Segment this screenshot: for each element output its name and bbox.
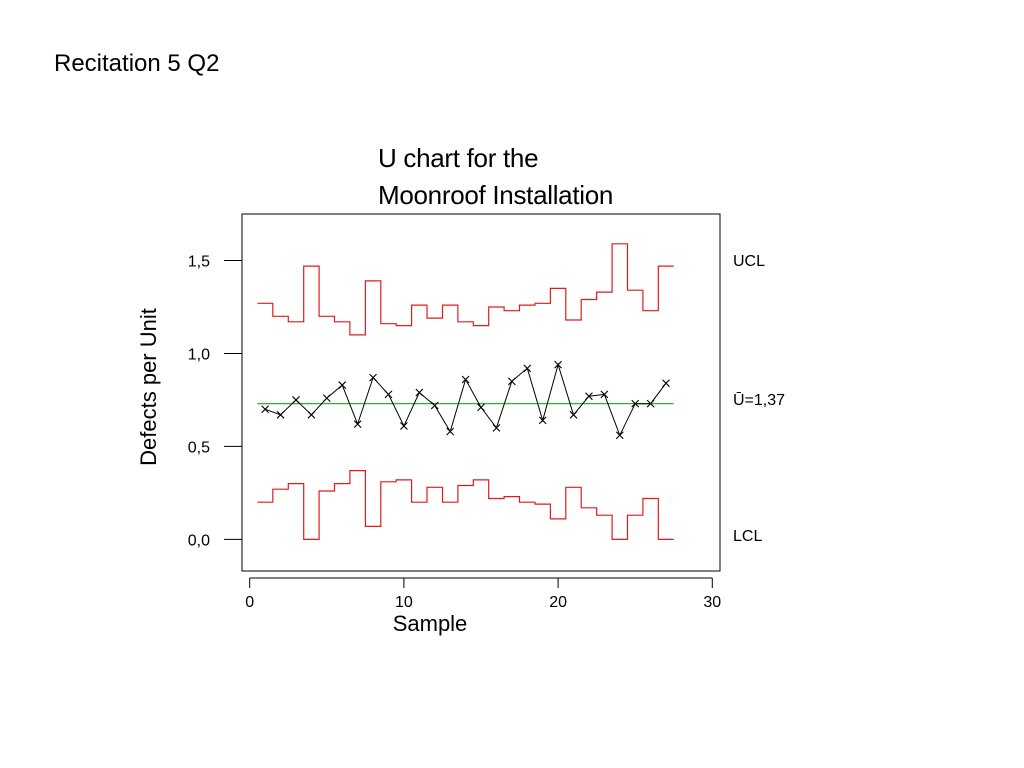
data-point xyxy=(430,401,439,410)
data-point xyxy=(615,431,624,440)
y-tick-label: 0,0 xyxy=(188,532,210,549)
ucl-label: UCL xyxy=(733,253,765,270)
chart-title-line-2: Moonroof Installation xyxy=(378,180,614,210)
data-point xyxy=(353,420,362,428)
data-point xyxy=(307,410,316,419)
data-point xyxy=(492,423,501,432)
data-point xyxy=(477,403,485,412)
data-point xyxy=(646,399,655,408)
chart-title-line-1: U chart for the xyxy=(378,143,539,173)
data-point xyxy=(261,405,270,414)
lcl-step-line xyxy=(257,470,674,540)
center-label: Ū=1,37 xyxy=(733,391,785,409)
data-point xyxy=(338,381,347,389)
data-point xyxy=(600,390,609,399)
data-point xyxy=(322,394,331,402)
data-point xyxy=(507,377,516,386)
y-tick-label: 1,5 xyxy=(188,253,210,270)
y-axis-label: Defects per Unit xyxy=(136,308,161,466)
slide-title: Recitation 5 Q2 xyxy=(54,50,220,77)
y-tick-label: 0,5 xyxy=(188,439,210,456)
ucl-step-line xyxy=(257,243,674,336)
data-point xyxy=(415,388,424,397)
data-point xyxy=(446,427,455,436)
x-tick-label: 20 xyxy=(549,594,567,611)
data-point xyxy=(585,392,593,401)
data-point xyxy=(662,379,670,388)
data-point xyxy=(631,399,640,408)
data-point xyxy=(276,410,285,419)
data-point xyxy=(554,360,562,369)
data-point xyxy=(292,396,300,404)
data-point xyxy=(400,422,408,430)
x-axis-label: Sample xyxy=(393,611,468,636)
y-tick-label: 1,0 xyxy=(188,346,210,363)
data-point xyxy=(384,390,393,399)
data-point xyxy=(369,373,377,382)
data-point xyxy=(538,416,547,425)
lcl-label: LCL xyxy=(733,528,762,545)
data-point xyxy=(569,410,578,419)
data-point xyxy=(523,364,532,373)
plot-frame xyxy=(241,213,721,572)
chart-title: U chart for the Moonroof Installation xyxy=(378,140,613,214)
x-tick-label: 30 xyxy=(703,594,721,611)
x-tick-label: 10 xyxy=(395,594,413,611)
data-point xyxy=(461,375,470,384)
x-tick-label: 0 xyxy=(245,594,254,611)
